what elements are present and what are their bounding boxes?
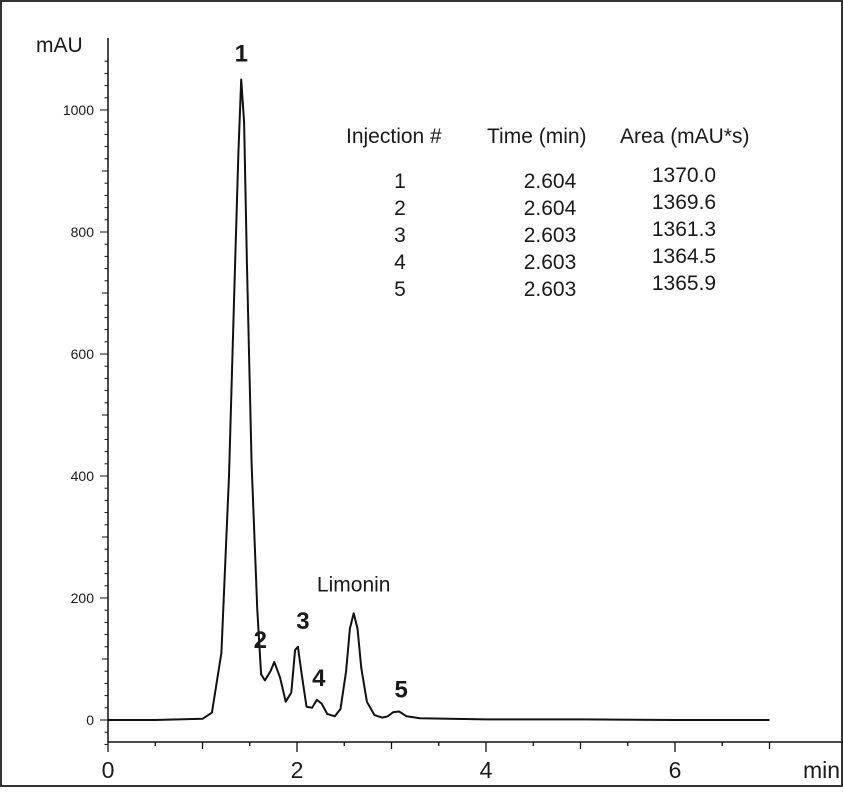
table-cell-area: 1364.5 xyxy=(652,245,716,268)
table-cell-injection: 3 xyxy=(394,224,406,247)
y-tick-label: 800 xyxy=(71,224,95,240)
table-cell-time: 2.603 xyxy=(524,224,577,247)
x-tick-label: 2 xyxy=(291,757,304,783)
table-cell-area: 1361.3 xyxy=(652,218,716,241)
axis-ticks: 0 2 4 6 0 200 400 600 800 1000 xyxy=(63,60,771,783)
table-cell-area: 1370.0 xyxy=(652,164,716,187)
peak-labels: 1 2 3 4 5 Limonin xyxy=(235,41,408,704)
y-tick-label: 600 xyxy=(71,346,95,362)
trace-layer xyxy=(108,78,770,721)
peak-label-1: 1 xyxy=(235,41,248,68)
y-tick-label: 1000 xyxy=(63,102,94,118)
limonin-annotation: Limonin xyxy=(317,573,391,596)
table-cell-injection: 5 xyxy=(394,278,406,301)
y-tick-label: 200 xyxy=(71,590,95,606)
peak-label-5: 5 xyxy=(394,676,407,703)
x-tick-label: 0 xyxy=(102,757,115,783)
table-cell-injection: 1 xyxy=(394,170,406,193)
table-cell-area: 1365.9 xyxy=(652,272,716,295)
peak-label-2: 2 xyxy=(254,627,267,654)
x-axis-label: min xyxy=(803,757,840,783)
table-header-injection: Injection # xyxy=(346,125,442,148)
table-body: 1 2.604 1370.0 2 2.604 1369.6 3 2.603 1361.3 4 2.6… xyxy=(394,164,716,301)
table-header-area: Area (mAU*s) xyxy=(620,125,750,148)
y-tick-label: 400 xyxy=(71,468,95,484)
y-tick-label: 0 xyxy=(86,712,94,728)
peak-label-3: 3 xyxy=(296,608,309,635)
table-header-time: Time (min) xyxy=(487,125,587,148)
table-cell-time: 2.603 xyxy=(524,251,577,274)
x-tick-label: 4 xyxy=(480,757,493,783)
x-tick-label: 6 xyxy=(669,757,682,783)
table-cell-area: 1369.6 xyxy=(652,191,716,214)
chromatogram-trace xyxy=(108,78,770,721)
table-cell-injection: 2 xyxy=(394,197,406,220)
peak-label-4: 4 xyxy=(312,665,326,692)
table-cell-time: 2.603 xyxy=(524,278,577,301)
results-table: Injection # Time (min) Area (mAU*s) 1 2.6… xyxy=(346,125,750,301)
y-axis-label: mAU xyxy=(36,34,83,57)
table-cell-time: 2.604 xyxy=(524,197,577,220)
table-cell-time: 2.604 xyxy=(524,170,577,193)
table-cell-injection: 4 xyxy=(394,251,406,274)
